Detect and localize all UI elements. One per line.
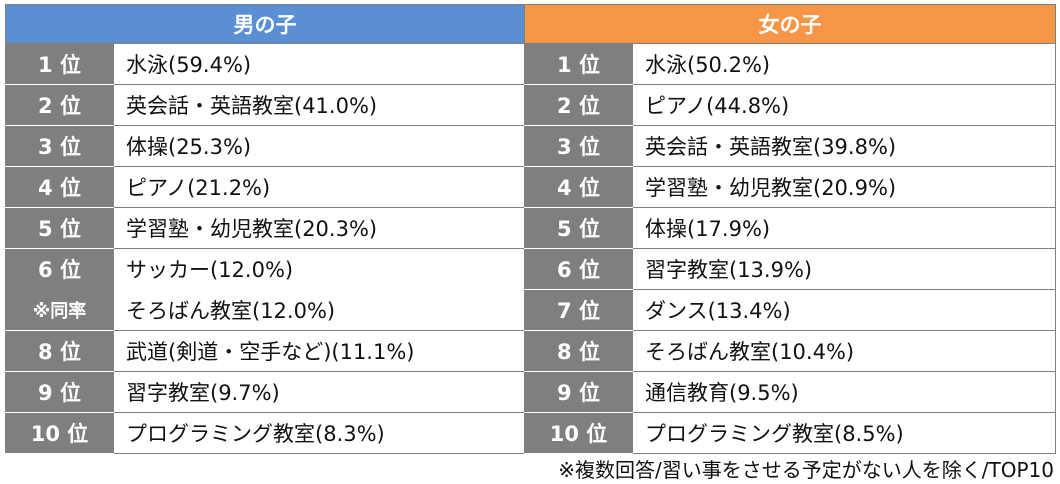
item-cell: そろばん教室(10.4%) [632, 330, 1056, 372]
rank-cell: 2 位 [5, 84, 114, 126]
item-cell: 武道(剣道・空手など)(11.1%) [113, 330, 525, 372]
table-row: 6 位 サッカー(12.0%) [5, 248, 525, 290]
item-cell: 体操(25.3%) [113, 125, 525, 167]
boys-header: 男の子 [5, 4, 525, 44]
table-row: 3 位 英会話・英語教室(39.8%) [524, 125, 1056, 167]
item-cell: ピアノ(21.2%) [113, 166, 525, 208]
table-row: 5 位 体操(17.9%) [524, 207, 1056, 249]
item-cell: 水泳(50.2%) [632, 43, 1056, 85]
table-row: 8 位 武道(剣道・空手など)(11.1%) [5, 330, 525, 372]
boys-ranking-table: 男の子 1 位 水泳(59.4%) 2 位 英会話・英語教室(41.0%) 3 … [5, 4, 525, 454]
item-cell: 習字教室(13.9%) [632, 248, 1056, 290]
table-row: 10 位 プログラミング教室(8.5%) [524, 412, 1056, 454]
rank-cell: 4 位 [524, 166, 633, 208]
item-cell: 習字教室(9.7%) [113, 371, 525, 413]
rank-cell: 9 位 [524, 371, 633, 413]
item-cell: プログラミング教室(8.3%) [113, 412, 525, 454]
table-row: 9 位 通信教育(9.5%) [524, 371, 1056, 413]
rank-cell: 4 位 [5, 166, 114, 208]
table-row: 7 位 ダンス(13.4%) [524, 289, 1056, 331]
item-cell: ダンス(13.4%) [632, 289, 1056, 331]
rank-cell: 10 位 [524, 412, 633, 454]
table-row: 9 位 習字教室(9.7%) [5, 371, 525, 413]
table-row: 1 位 水泳(59.4%) [5, 43, 525, 85]
table-row: 4 位 学習塾・幼児教室(20.9%) [524, 166, 1056, 208]
table-row: 4 位 ピアノ(21.2%) [5, 166, 525, 208]
table-row: 8 位 そろばん教室(10.4%) [524, 330, 1056, 372]
rank-cell: 2 位 [524, 84, 633, 126]
rank-cell: 3 位 [524, 125, 633, 167]
table-row: 10 位 プログラミング教室(8.3%) [5, 412, 525, 454]
rank-cell: 5 位 [5, 207, 114, 249]
item-cell: 学習塾・幼児教室(20.3%) [113, 207, 525, 249]
item-cell: ピアノ(44.8%) [632, 84, 1056, 126]
table-row: 5 位 学習塾・幼児教室(20.3%) [5, 207, 525, 249]
table-row: ※同率 そろばん教室(12.0%) [5, 289, 525, 331]
footnote: ※複数回答/習い事をさせる予定がない人を除く/TOP10 [558, 458, 1054, 482]
rank-cell: 10 位 [5, 412, 114, 454]
rank-cell: 3 位 [5, 125, 114, 167]
rank-cell: 5 位 [524, 207, 633, 249]
item-cell: サッカー(12.0%) [113, 248, 525, 290]
table-row: 2 位 英会話・英語教室(41.0%) [5, 84, 525, 126]
rank-cell: 8 位 [5, 330, 114, 372]
item-cell: 通信教育(9.5%) [632, 371, 1056, 413]
rank-cell: 7 位 [524, 289, 633, 331]
girls-header: 女の子 [524, 4, 1056, 44]
rank-cell: 6 位 [524, 248, 633, 290]
rank-cell: 6 位 [5, 248, 114, 290]
table-row: 6 位 習字教室(13.9%) [524, 248, 1056, 290]
table-row: 3 位 体操(25.3%) [5, 125, 525, 167]
table-row: 2 位 ピアノ(44.8%) [524, 84, 1056, 126]
rank-cell: 8 位 [524, 330, 633, 372]
item-cell: 学習塾・幼児教室(20.9%) [632, 166, 1056, 208]
item-cell: そろばん教室(12.0%) [113, 289, 525, 331]
table-row: 1 位 水泳(50.2%) [524, 43, 1056, 85]
rank-cell: 1 位 [5, 43, 114, 85]
rank-cell: 1 位 [524, 43, 633, 85]
item-cell: 水泳(59.4%) [113, 43, 525, 85]
item-cell: 体操(17.9%) [632, 207, 1056, 249]
item-cell: 英会話・英語教室(39.8%) [632, 125, 1056, 167]
tied-rank-note: ※同率 [5, 289, 114, 331]
girls-ranking-table: 女の子 1 位 水泳(50.2%) 2 位 ピアノ(44.8%) 3 位 英会話… [524, 4, 1056, 454]
item-cell: プログラミング教室(8.5%) [632, 412, 1056, 454]
rank-cell: 9 位 [5, 371, 114, 413]
item-cell: 英会話・英語教室(41.0%) [113, 84, 525, 126]
